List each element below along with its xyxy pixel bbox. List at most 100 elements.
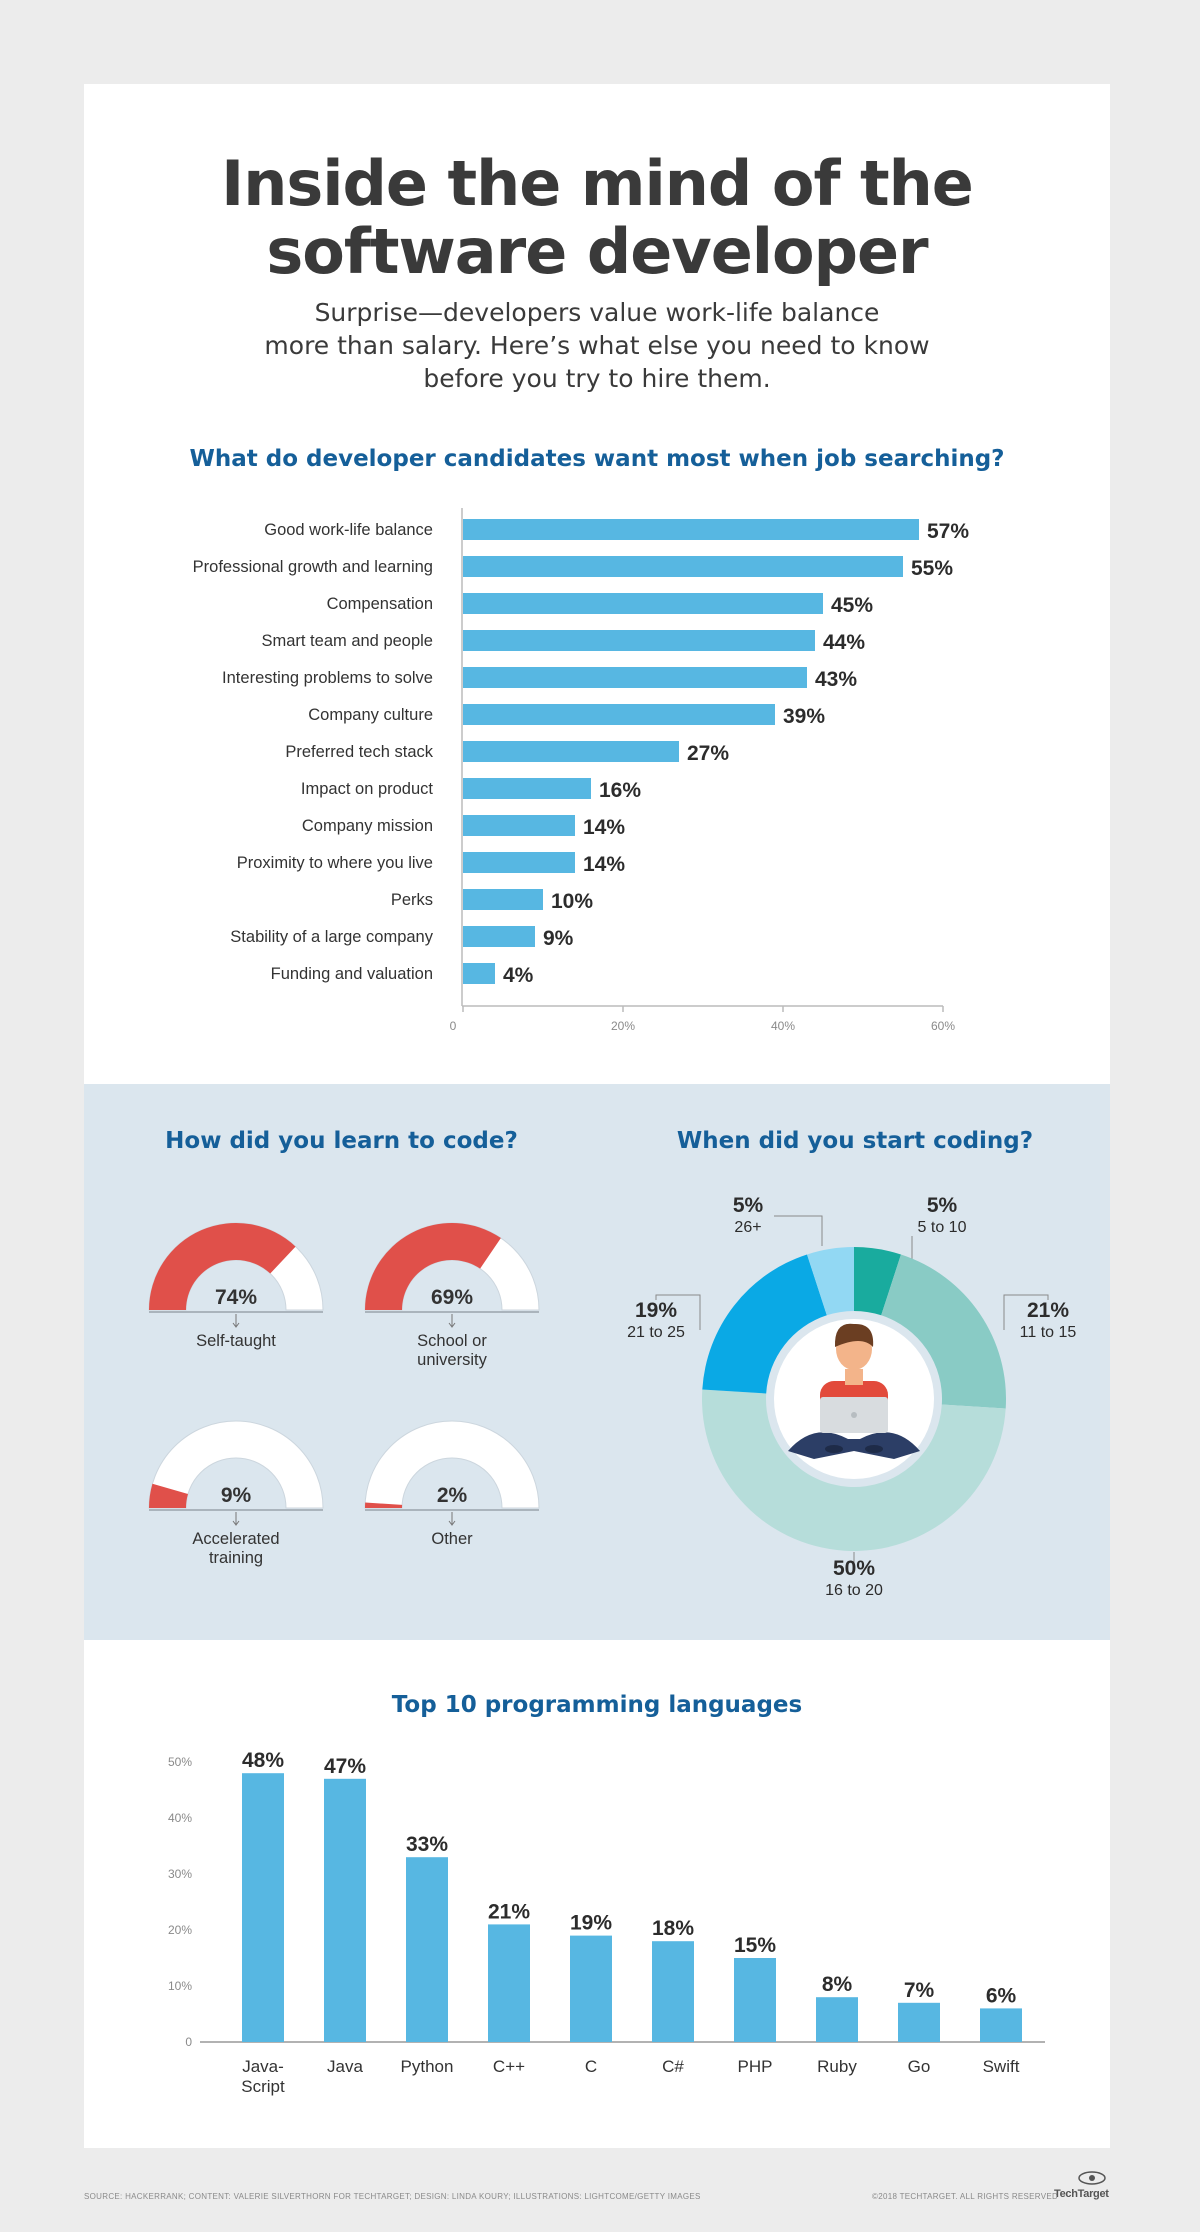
copyright-note: ©2018 TECHTARGET. ALL RIGHTS RESERVED: [872, 2192, 1059, 2201]
value-label: 8%: [822, 1973, 853, 1996]
category-label: PHP: [738, 2057, 773, 2076]
category-label: Smart team and people: [261, 632, 433, 650]
gauge-fill: [149, 1483, 188, 1508]
category-label: Company mission: [302, 817, 433, 835]
y-tick-label: 0: [185, 2035, 192, 2049]
value-label: 14%: [583, 816, 625, 839]
value-label: 18%: [652, 1917, 694, 1940]
slice-value-label: 50%: [833, 1557, 875, 1580]
donut-slice: [881, 1254, 1006, 1409]
y-tick-label: 40%: [168, 1811, 192, 1825]
gauge-label: university: [417, 1351, 487, 1369]
value-label: 21%: [488, 1900, 530, 1923]
gauge-value-label: 2%: [437, 1484, 468, 1507]
donut-slice: [807, 1247, 854, 1316]
value-label: 55%: [911, 557, 953, 580]
slice-value-label: 21%: [1027, 1299, 1069, 1322]
gauge-track: [364, 1420, 540, 1509]
bar: [463, 778, 591, 799]
value-label: 19%: [570, 1912, 612, 1935]
category-label: Swift: [983, 2057, 1020, 2076]
developer-neck-icon: [845, 1369, 863, 1385]
bar: [980, 2008, 1022, 2042]
value-label: 44%: [823, 631, 865, 654]
x-tick-label: 40%: [771, 1019, 795, 1033]
value-label: 4%: [503, 964, 534, 987]
bar: [463, 593, 823, 614]
value-label: 6%: [986, 1984, 1017, 2007]
bar: [463, 815, 575, 836]
subtitle-line-2: more than salary. Here’s what else you n…: [264, 331, 930, 360]
category-label: Java: [327, 2057, 363, 2076]
laptop-logo-icon: [851, 1412, 857, 1418]
developer-hair-icon: [834, 1323, 874, 1347]
donut-slice: [854, 1247, 901, 1316]
learn-chart-title: How did you learn to code?: [165, 1128, 518, 1154]
developer-foot-icon: [865, 1445, 883, 1453]
donut-slice: [702, 1254, 827, 1394]
x-tick-label: 20%: [611, 1019, 635, 1033]
start-donut-chart: 5% 5 to 10 21% 11 to 15 50% 16 to 20 19% 21 to …: [627, 1194, 1077, 1599]
value-label: 27%: [687, 742, 729, 765]
developer-legs-icon: [788, 1432, 920, 1459]
x-tick-label: 0: [450, 1019, 457, 1033]
category-label: Ruby: [817, 2057, 857, 2076]
page-subtitle: Surprise—developers value work-life bala…: [84, 296, 1110, 395]
category-label: Go: [908, 2057, 931, 2076]
slice-category-label: 11 to 15: [1020, 1324, 1077, 1341]
category-label: Interesting problems to solve: [222, 669, 433, 687]
slice-category-label: 21 to 25: [627, 1324, 685, 1341]
bar: [652, 1941, 694, 2042]
title-line-2: software developer: [266, 215, 928, 288]
gauge-pointer-arrow: [448, 1520, 456, 1526]
value-label: 15%: [734, 1934, 776, 1957]
category-label: Stability of a large company: [230, 928, 433, 946]
gauge-label: Accelerated: [192, 1530, 279, 1548]
value-label: 33%: [406, 1833, 448, 1856]
wants-chart-title: What do developer candidates want most w…: [189, 446, 1005, 472]
bar: [463, 963, 495, 984]
category-label: Python: [401, 2057, 454, 2076]
eye-icon: [1078, 2171, 1106, 2185]
gauge-fill: [149, 1223, 296, 1310]
value-label: 10%: [551, 890, 593, 913]
subtitle-line-3: before you try to hire them.: [423, 364, 771, 393]
bar: [734, 1958, 776, 2042]
category-label: Java-: [242, 2057, 284, 2076]
value-label: 7%: [904, 1979, 935, 2002]
bar: [463, 704, 775, 725]
category-label: Perks: [391, 891, 433, 909]
gauge-value-label: 74%: [215, 1286, 257, 1309]
gauge-label: Other: [431, 1530, 473, 1548]
page-title: Inside the mind of the software develope…: [84, 150, 1110, 286]
category-label: Good work-life balance: [264, 521, 433, 539]
x-tick-label: 60%: [931, 1019, 955, 1033]
category-label: Script: [241, 2077, 285, 2096]
category-label: Impact on product: [301, 780, 433, 798]
title-line-1: Inside the mind of the: [221, 147, 974, 220]
bar: [816, 1997, 858, 2042]
gauge-track: [148, 1420, 324, 1509]
slice-category-label: 5 to 10: [918, 1219, 967, 1236]
gauge-label: Self-taught: [196, 1332, 276, 1350]
languages-bar-chart: 0 10% 20% 30% 40% 50% 48% Java-Script 47% Java 33%…: [168, 1749, 1045, 2096]
slice-value-label: 19%: [635, 1299, 677, 1322]
techtarget-logo: TechTarget: [1052, 2170, 1112, 2204]
subtitle-line-1: Surprise—developers value work-life bala…: [314, 298, 880, 327]
bar: [463, 741, 679, 762]
donut-slice: [702, 1389, 1006, 1551]
category-label: Compensation: [327, 595, 433, 613]
bar: [324, 1778, 366, 2042]
gauge-pointer-arrow: [232, 1520, 240, 1526]
gauge-label: School or: [417, 1332, 487, 1350]
y-tick-label: 50%: [168, 1755, 192, 1769]
category-label: C++: [493, 2057, 525, 2076]
gauge-fill: [365, 1223, 501, 1310]
leader-line: [655, 1294, 701, 1330]
value-label: 43%: [815, 668, 857, 691]
bar: [898, 2002, 940, 2042]
value-label: 14%: [583, 853, 625, 876]
y-tick-label: 10%: [168, 1979, 192, 1993]
slice-category-label: 16 to 20: [825, 1582, 883, 1599]
value-label: 39%: [783, 705, 825, 728]
